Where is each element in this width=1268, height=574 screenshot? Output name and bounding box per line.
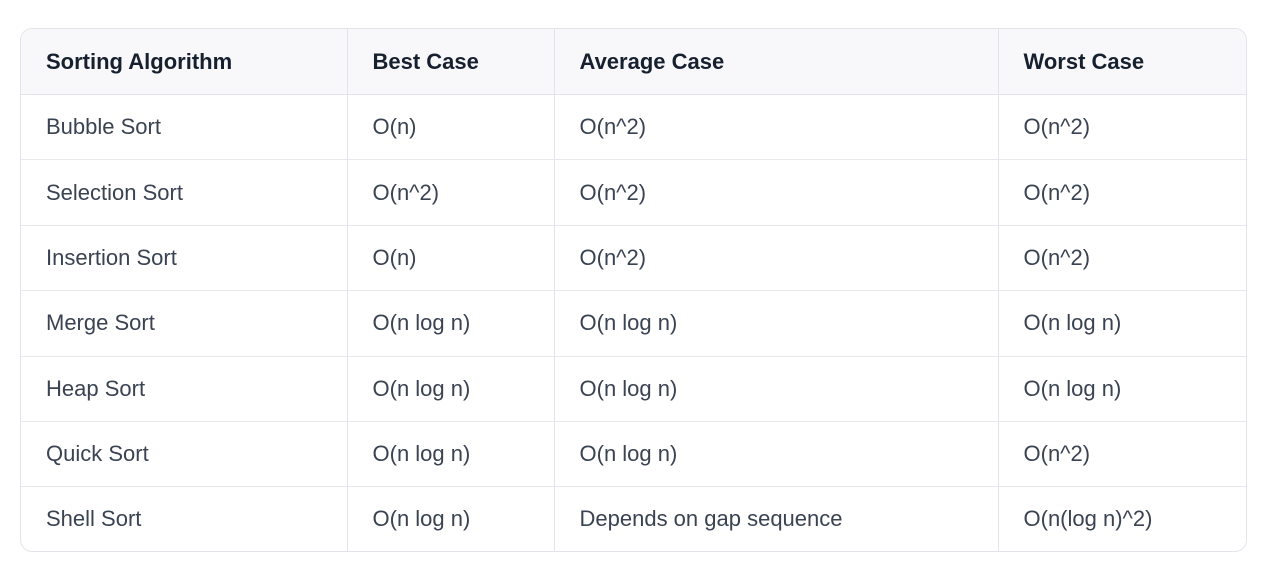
cell-algorithm-name: Bubble Sort (21, 94, 348, 161)
cell-algorithm-name: Merge Sort (21, 290, 348, 357)
cell-algorithm-name: Quick Sort (21, 421, 348, 488)
cell-algorithm-name: Shell Sort (21, 486, 348, 551)
cell-average-case: O(n^2) (554, 94, 999, 161)
cell-algorithm-name: Selection Sort (21, 159, 348, 226)
cell-worst-case: O(n(log n)^2) (1023, 506, 1153, 532)
cell-average-case: O(n^2) (554, 159, 999, 226)
cell-worst-case: O(n^2) (998, 225, 1246, 292)
table-row-bubble-sort: Bubble Sort O(n) O(n^2) O(n^2) (21, 94, 1246, 161)
cell-best-case: O(n^2) (347, 159, 555, 226)
cell-best-case: O(n log n) (347, 486, 555, 551)
cell-average-case: O(n log n) (554, 356, 999, 422)
cell-worst-case: O(n log n) (998, 290, 1246, 357)
cell-average-case: O(n log n) (554, 421, 999, 488)
table-row-merge-sort: Merge Sort O(n log n) O(n log n) O(n log… (21, 290, 1246, 357)
cell-worst-case: O(n log n) (998, 356, 1246, 422)
cell-best-case: O(n) (347, 225, 555, 292)
complexity-table-card: Sorting Algorithm Best Case Average Case… (20, 28, 1247, 552)
cell-best-case: O(n log n) (347, 421, 555, 488)
column-header-worst-case: Worst Case (998, 29, 1246, 95)
cell-average-case: O(n log n) (554, 290, 999, 357)
cell-average-case: O(n^2) (554, 225, 999, 292)
cell-algorithm-name: Heap Sort (21, 356, 348, 422)
cell-average-case: Depends on gap sequence (554, 486, 999, 551)
cell-worst-case: O(n^2) (998, 421, 1246, 488)
table-row-selection-sort: Selection Sort O(n^2) O(n^2) O(n^2) (21, 159, 1246, 226)
table-row-quick-sort: Quick Sort O(n log n) O(n log n) O(n^2) (21, 421, 1246, 488)
column-header-sorting-algorithm: Sorting Algorithm (21, 29, 348, 95)
cell-algorithm-name: Insertion Sort (21, 225, 348, 292)
table-row-insertion-sort: Insertion Sort O(n) O(n^2) O(n^2) (21, 225, 1246, 292)
table-header-row: Sorting Algorithm Best Case Average Case… (21, 29, 1246, 95)
column-header-average-case: Average Case (554, 29, 999, 95)
table-row-heap-sort: Heap Sort O(n log n) O(n log n) O(n log … (21, 356, 1246, 422)
cell-best-case: O(n log n) (347, 356, 555, 422)
table-row-shell-sort: Shell Sort O(n log n) Depends on gap seq… (21, 486, 1246, 551)
cell-worst-case: O(n^2) (998, 94, 1246, 161)
complexity-table: Sorting Algorithm Best Case Average Case… (21, 29, 1246, 551)
cell-worst-case: O(n^2) (998, 159, 1246, 226)
cell-best-case: O(n log n) (347, 290, 555, 357)
cell-best-case: O(n) (347, 94, 555, 161)
column-header-best-case: Best Case (347, 29, 555, 95)
